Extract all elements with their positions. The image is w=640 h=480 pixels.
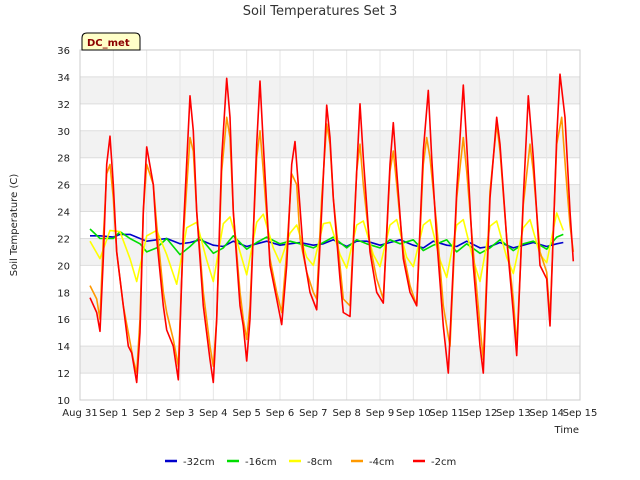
plot-bands [80, 50, 580, 400]
plot-band [80, 265, 580, 293]
legend-label: -4cm [369, 457, 394, 468]
legend-item: -16cm [227, 457, 277, 468]
plot-band [80, 373, 580, 400]
plot-band [80, 184, 580, 212]
legend-item: -4cm [351, 457, 394, 468]
station-tag-box [81, 32, 141, 51]
y-tick-label: 26 [57, 181, 70, 192]
y-tick-label: 14 [57, 342, 70, 353]
plot-band [80, 103, 580, 131]
y-tick-label: 24 [57, 208, 70, 219]
x-tick-label: Sep 1 [99, 408, 127, 419]
x-tick-label: Sep 11 [429, 408, 464, 419]
y-tick-label: 12 [57, 369, 70, 380]
plot-band [80, 346, 580, 374]
x-tick-label: Sep 8 [332, 408, 360, 419]
x-tick-label: Sep 9 [366, 408, 394, 419]
x-tick-label: Sep 10 [396, 408, 431, 419]
legend: -32cm -16cm -8cm -4cm -2cm [165, 457, 456, 468]
chart-title: Soil Temperatures Set 3 [243, 4, 398, 19]
legend-item: -2cm [413, 457, 456, 468]
x-tick-label: Sep 3 [166, 408, 194, 419]
x-tick-label: Sep 13 [496, 408, 531, 419]
legend-label: -8cm [307, 457, 332, 468]
x-axis-label: Time [554, 425, 579, 436]
plot-band [80, 157, 580, 185]
x-tick-label: Sep 4 [199, 408, 227, 419]
y-axis-label: Soil Temperature (C) [9, 174, 20, 277]
plot-frame [79, 49, 581, 401]
y-tick-label: 36 [57, 46, 70, 57]
x-tick-label: Sep 7 [299, 408, 327, 419]
station-tag: DC_met [81, 32, 141, 51]
y-tick-label: 34 [57, 73, 70, 84]
y-tick-label: 22 [57, 234, 70, 245]
x-tick-label: Sep 15 [563, 408, 598, 419]
legend-item: -32cm [165, 457, 215, 468]
x-tick-label: Aug 31 [62, 408, 97, 419]
legend-label: -2cm [431, 457, 456, 468]
x-tick-label: Sep 6 [266, 408, 294, 419]
x-tick-label: Sep 5 [232, 408, 260, 419]
y-tick-label: 30 [57, 127, 70, 138]
y-axis-ticks: 10 12 14 16 18 20 22 24 26 28 30 32 34 36 [57, 46, 70, 407]
series-line-2cm [89, 73, 575, 384]
y-tick-label: 28 [57, 154, 70, 165]
plot-band [80, 319, 580, 347]
y-tick-label: 18 [57, 288, 70, 299]
station-tag-label: DC_met [87, 38, 130, 49]
y-tick-label: 20 [57, 261, 70, 272]
x-tick-label: Sep 2 [132, 408, 160, 419]
y-tick-label: 10 [57, 396, 70, 407]
legend-item: -8cm [289, 457, 332, 468]
series-line-16cm [89, 228, 564, 256]
x-tick-label: Sep 12 [463, 408, 498, 419]
x-axis-ticks: Aug 31 Sep 1 Sep 2 Sep 3 Sep 4 Sep 5 Sep 6 Sep … [62, 408, 597, 419]
plot-band [80, 76, 580, 104]
series-lines [89, 73, 575, 384]
legend-label: -16cm [245, 457, 277, 468]
plot-band [80, 50, 580, 77]
y-tick-label: 16 [57, 315, 70, 326]
legend-label: -32cm [183, 457, 215, 468]
y-tick-label: 32 [57, 100, 70, 111]
x-tick-label: Sep 14 [529, 408, 564, 419]
plot-band [80, 292, 580, 320]
